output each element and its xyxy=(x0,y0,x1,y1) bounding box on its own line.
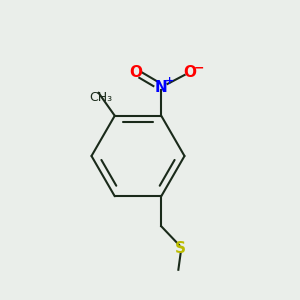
Text: O: O xyxy=(129,65,142,80)
Text: CH₃: CH₃ xyxy=(90,91,113,104)
Text: O: O xyxy=(183,65,196,80)
Text: N: N xyxy=(155,80,168,95)
Text: S: S xyxy=(175,241,186,256)
Text: +: + xyxy=(165,76,174,85)
Text: −: − xyxy=(194,61,204,74)
